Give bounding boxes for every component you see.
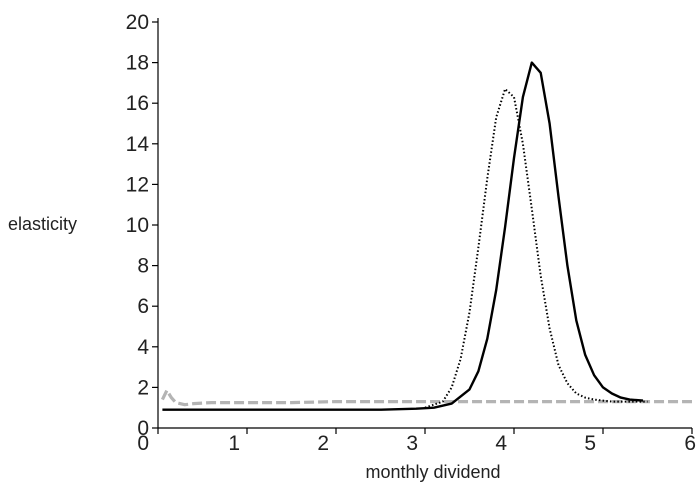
y-tick-label: 20 — [126, 11, 149, 34]
x-tick-label: 1 — [228, 432, 240, 455]
y-tick-label: 4 — [137, 336, 149, 359]
axes-layer — [157, 18, 692, 429]
y-tick-label: 12 — [126, 173, 149, 196]
y-tick-label: 16 — [126, 92, 149, 115]
series-line-dotted — [424, 88, 648, 409]
x-axis-label: monthly dividend — [365, 462, 500, 482]
y-tick-label: 6 — [137, 295, 149, 318]
y-axis-label: elasticity — [8, 214, 77, 234]
x-tick-label: 4 — [495, 432, 507, 455]
y-tick-label: 14 — [126, 133, 150, 156]
x-tick-label: 6 — [684, 432, 696, 455]
series-layer — [160, 61, 692, 411]
series-line-solid — [162, 61, 644, 411]
y-tick-label: 10 — [126, 214, 149, 237]
y-tick-label: 2 — [137, 376, 149, 399]
x-tick-label: 5 — [584, 432, 596, 455]
x-tick-label: 3 — [406, 432, 418, 455]
y-tick-label: 8 — [137, 255, 149, 278]
y-tick-label: 18 — [126, 52, 149, 75]
x-tick-label: 0 — [137, 432, 149, 455]
x-tick-label: 2 — [317, 432, 329, 455]
y-tick-label: 0 — [137, 417, 149, 440]
series-line-dashed — [160, 388, 692, 407]
